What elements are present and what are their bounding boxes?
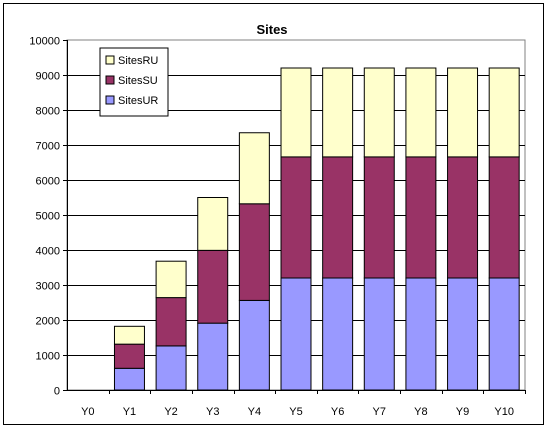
bar-SitesUR-Y4 — [238, 299, 270, 391]
bar-SitesSU-Y9 — [447, 156, 479, 279]
legend-swatch-SitesUR — [105, 95, 115, 105]
legend-swatch-SitesSU — [105, 75, 115, 85]
y-tick-label: 5000 — [36, 211, 60, 223]
x-tick-label: Y1 — [123, 406, 136, 418]
chart-title: Sites — [256, 22, 287, 37]
bar-SitesUR-Y9 — [447, 277, 479, 391]
y-tick-label: 0 — [54, 386, 60, 398]
legend: SitesRU SitesSU SitesUR — [99, 47, 169, 117]
bar-SitesSU-Y8 — [405, 156, 437, 279]
bar-SitesSU-Y7 — [363, 156, 395, 279]
axis-layer: 0 1000 2000 3000 4000 5000 6000 7000 8000 9000 100… — [29, 36, 526, 418]
bar-SitesSU-Y4 — [238, 203, 270, 301]
legend-label-SitesRU: SitesRU — [118, 55, 158, 67]
bar-SitesUR-Y10 — [488, 277, 520, 391]
bar-SitesRU-Y4 — [238, 132, 270, 205]
bar-SitesSU-Y10 — [488, 156, 520, 279]
y-tick-label: 1000 — [36, 351, 60, 363]
y-tick-label: 9000 — [36, 71, 60, 83]
y-tick-label: 3000 — [36, 281, 60, 293]
bar-SitesSU-Y3 — [197, 249, 229, 324]
y-tick-label: 2000 — [36, 316, 60, 328]
y-tick-label: 8000 — [36, 106, 60, 118]
legend-swatch-SitesRU — [105, 55, 115, 65]
x-tick-label: Y2 — [164, 406, 177, 418]
bar-SitesRU-Y6 — [322, 67, 354, 158]
bar-SitesSU-Y5 — [280, 156, 312, 279]
legend-label-SitesSU: SitesSU — [118, 75, 158, 87]
bar-SitesSU-Y2 — [155, 297, 187, 347]
x-tick-label: Y6 — [331, 406, 344, 418]
bar-SitesRU-Y5 — [280, 67, 312, 158]
bar-SitesRU-Y10 — [488, 67, 520, 158]
bar-SitesUR-Y6 — [322, 277, 354, 391]
legend-label-SitesUR: SitesUR — [118, 95, 158, 107]
bar-SitesSU-Y1 — [113, 343, 145, 369]
bar-SitesRU-Y8 — [405, 67, 437, 158]
bar-SitesRU-Y1 — [113, 325, 145, 345]
y-tick-label: 7000 — [36, 141, 60, 153]
bar-SitesRU-Y9 — [447, 67, 479, 158]
x-tick-label: Y0 — [81, 406, 94, 418]
bar-SitesRU-Y3 — [197, 197, 229, 251]
bar-SitesRU-Y7 — [363, 67, 395, 158]
y-tick-label: 6000 — [36, 176, 60, 188]
x-tick-label: Y7 — [373, 406, 386, 418]
x-tick-label: Y3 — [206, 406, 219, 418]
x-tick-label: Y5 — [289, 406, 302, 418]
x-tick-label: Y9 — [456, 406, 469, 418]
bar-SitesRU-Y2 — [155, 260, 187, 299]
bar-SitesUR-Y5 — [280, 277, 312, 391]
y-tick-label: 10000 — [29, 36, 60, 48]
bar-SitesUR-Y7 — [363, 277, 395, 391]
bar-layer — [113, 67, 520, 391]
bar-SitesUR-Y2 — [155, 345, 187, 391]
bar-SitesUR-Y3 — [197, 322, 229, 391]
bar-SitesUR-Y1 — [113, 367, 145, 391]
bar-SitesSU-Y6 — [322, 156, 354, 279]
bar-SitesUR-Y8 — [405, 277, 437, 391]
x-tick-label: Y10 — [494, 406, 514, 418]
x-tick-label: Y8 — [414, 406, 427, 418]
y-tick-label: 4000 — [36, 246, 60, 258]
x-tick-label: Y4 — [248, 406, 261, 418]
